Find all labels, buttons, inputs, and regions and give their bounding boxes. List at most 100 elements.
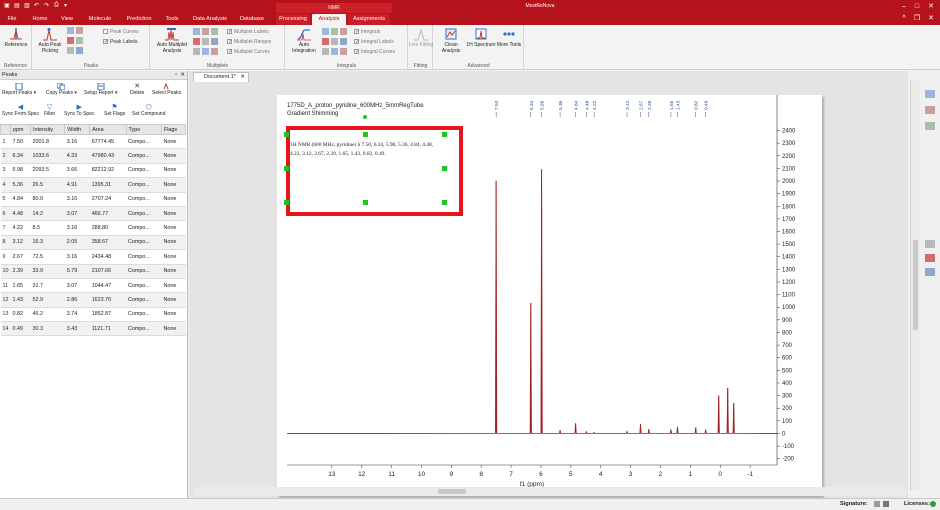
col-intensity[interactable]: Intensity [30,124,66,135]
select-peaks-button[interactable]: Select Peaks [152,83,181,96]
multiplet-curves-check[interactable]: Multiplet Curves [227,48,270,56]
resize-handle-e[interactable] [442,166,447,171]
panel-float-icon[interactable]: ▫ [175,72,177,78]
tab-database[interactable]: Database [240,16,264,22]
delete-peaks-button[interactable]: ✕ Delete [130,83,144,96]
multiplet-delete-icon[interactable] [193,38,200,46]
col-width[interactable]: Width [64,124,91,135]
license-status-icon[interactable] [930,501,936,507]
integral-delete-icon[interactable] [322,38,329,46]
resize-handle-s[interactable] [363,200,368,205]
table-row[interactable]: 4 5.36 26.5 4.91 1395.31 Compo... None [0,177,186,193]
tab-data-analysis[interactable]: Data Analysis [193,16,227,22]
resize-handle-n[interactable] [363,132,368,137]
integral-normalize-icon[interactable] [340,28,347,36]
doc-close-icon[interactable]: ✕ [928,15,934,22]
tab-molecule[interactable]: Molecule [88,16,112,22]
col-area[interactable]: Area [89,124,127,135]
col-type[interactable]: Type [125,124,162,135]
peak-options-icon[interactable] [76,47,83,55]
rotate-handle[interactable] [363,115,367,119]
table-row[interactable]: 13 0.82 46.2 3.74 1852.87 Compo... None [0,307,186,323]
document-page[interactable]: -200 -100 0 100 200 300 400 500 600 700 800 900 1000… [277,95,822,496]
table-row[interactable]: 9 2.67 72.5 3.16 2434.48 Compo... None [0,249,186,265]
tab-tools[interactable]: Tools [165,16,179,22]
peak-style-icon[interactable] [67,47,74,55]
integral-style-icon[interactable] [322,48,329,56]
table-row[interactable]: 12 1.43 52.9 2.86 1623.70 Compo... None [0,292,186,308]
table-row[interactable]: 2 6.34 1033.6 4.33 47980.43 Compo... None [0,148,186,164]
integrals-check[interactable]: Integrals [354,28,380,36]
integral-curves-check[interactable]: Integral Curves [354,48,395,56]
table-row[interactable]: 3 5.98 2093.5 3.66 82212.92 Compo... None [0,163,186,179]
auto-peak-picking-button[interactable]: Auto Peak Picking [35,27,65,54]
report-peaks-button[interactable]: Report Peaks ▾ [2,83,36,96]
table-row[interactable]: 10 2.39 33.9 5.79 2107.66 Compo... None [0,264,186,279]
multiplet-style-icon[interactable] [193,48,200,56]
peak-curves-checkbox[interactable] [103,29,108,35]
restore-icon[interactable]: ❐ [913,15,921,22]
resize-handle-ne[interactable] [442,132,447,137]
peak-manual-icon[interactable] [67,27,74,35]
multiplet-join-icon[interactable] [202,28,209,36]
vertical-scrollbar[interactable] [910,80,920,490]
integral-report-icon[interactable] [331,38,338,46]
integral-sum-icon[interactable] [340,38,347,46]
spectrum-plot[interactable]: -200-10001002003004005006007008009001000… [277,95,822,496]
vertical-scroll-thumb[interactable] [913,240,918,330]
table-row[interactable]: 14 0.49 30.3 3.43 1121.71 Compo... None [0,321,186,337]
integral-table-icon[interactable] [331,28,338,36]
resize-handle-nw[interactable] [284,132,289,137]
tab-analysis[interactable]: Analysis [312,14,346,25]
document-tab-close-icon[interactable]: ✕ [240,74,245,80]
print-icon[interactable]: ⎙ [54,2,59,8]
multiplet-table-icon[interactable] [211,38,218,46]
set-flags-button[interactable]: ⚑ Set Flags [104,104,125,117]
tab-prediction[interactable]: Prediction [126,16,152,22]
open-icon[interactable]: ▥ [24,3,30,9]
multiplet-report-icon[interactable] [202,38,209,46]
peak-table-icon[interactable] [76,37,83,45]
horizontal-scroll-thumb[interactable] [438,489,466,494]
tab-file[interactable]: File [7,16,17,22]
more-tools-button[interactable]: More Tools [494,27,524,48]
resize-handle-w[interactable] [284,166,289,171]
maximize-icon[interactable]: □ [914,3,920,10]
resize-handle-se[interactable] [442,200,447,205]
integral-labels-checkbox[interactable] [354,39,359,45]
peak-tool-icon[interactable] [925,254,935,262]
tab-assignments[interactable]: Assignments [348,14,390,25]
multiplet-manual-icon[interactable] [193,28,200,36]
table-row[interactable]: 11 1.65 31.7 3.07 1044.47 Compo... None [0,278,186,294]
horizontal-scrollbar[interactable] [194,487,906,496]
redo-icon[interactable]: ↷ [44,3,50,9]
integral-tool-icon[interactable] [925,268,935,276]
multiplet-curves-checkbox[interactable] [227,49,232,55]
table-row[interactable]: 7 4.22 8.5 3.16 288.80 Compo... None [0,220,186,236]
table-row[interactable]: 8 3.12 16.3 2.05 358.67 Compo... None [0,235,186,251]
close-icon[interactable]: ✕ [928,3,934,10]
signature-settings-icon[interactable] [883,501,889,507]
peak-curves-check[interactable]: Peak Curves [103,28,139,36]
peak-labels-check[interactable]: Peak Labels [103,38,138,46]
save-icon[interactable]: ▤ [14,3,20,9]
zoom-in-icon[interactable] [925,90,935,98]
tab-home[interactable]: Home [32,16,48,22]
integral-manual-icon[interactable] [322,28,329,36]
sync-from-spec-button[interactable]: ◀ Sync From Spec [2,104,39,117]
set-compound-button[interactable]: ⬡ Set Compound [132,104,165,117]
multiplet-more-icon[interactable] [211,48,218,56]
filter-button[interactable]: ▽ Filter [44,104,55,117]
resize-handle-sw[interactable] [284,200,289,205]
1h-spectrum-button[interactable]: 1H Spectrum [466,27,496,48]
peak-delete-icon[interactable] [67,37,74,45]
auto-integration-button[interactable]: Auto Integration [288,27,320,54]
multiplet-labels-checkbox[interactable] [227,29,232,35]
tab-view[interactable]: View [60,16,74,22]
auto-multiplet-analysis-button[interactable]: Auto Multiplet Analysis [153,27,191,54]
zoom-out-icon[interactable] [925,106,935,114]
integrals-checkbox[interactable] [354,29,359,35]
col-flags[interactable]: Flags [160,124,187,135]
nmr-report-text[interactable]: 1H NMR (600 MHz, pyridine) δ 7.50, 6.34,… [290,142,433,157]
peak-labels-checkbox[interactable] [103,39,108,45]
